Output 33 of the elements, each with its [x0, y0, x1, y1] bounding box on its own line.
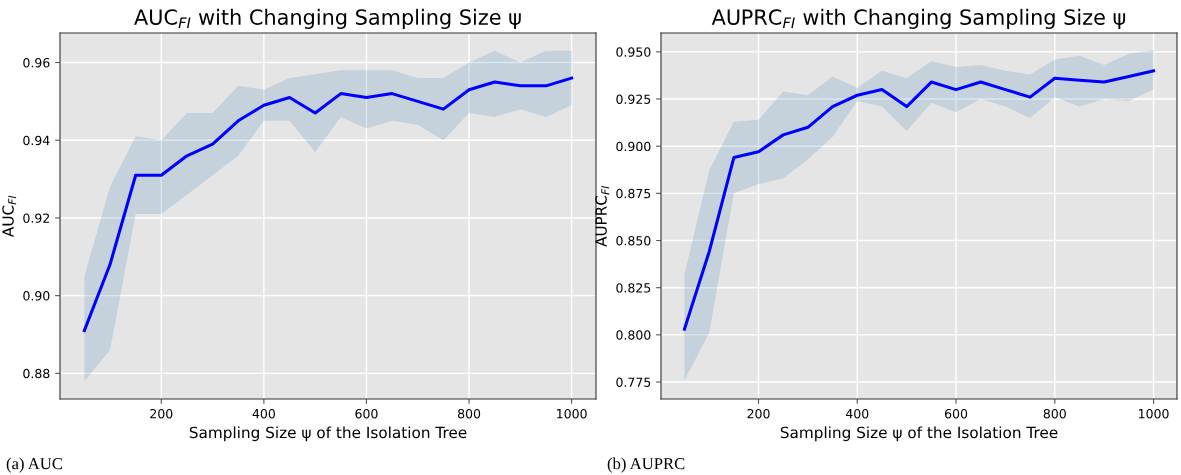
x-axis-title: Sampling Size ψ of the Isolation Tree	[189, 426, 467, 442]
x-tick-label: 400	[845, 408, 869, 419]
x-tick-label: 1000	[1139, 408, 1169, 419]
x-tick-label: 600	[944, 408, 968, 419]
x-tick-label: 400	[252, 408, 275, 419]
y-tick-label: 0.88	[23, 368, 50, 379]
x-tick-label: 800	[457, 408, 481, 419]
y-axis-title: AUC$_{FI}$	[2, 195, 17, 238]
x-tick-label: 600	[355, 408, 378, 419]
y-tick-label: 0.92	[23, 213, 50, 223]
y-tick-label: 0.875	[616, 188, 651, 199]
line-series	[82, 76, 574, 333]
y-axis-title: AUPRC$_{FI}$	[595, 185, 610, 247]
y-tick-label: 0.925	[616, 94, 651, 104]
y-tick-label: 0.775	[616, 377, 651, 387]
y-tick-label: 0.90	[23, 291, 50, 301]
line-series	[682, 69, 1156, 331]
x-tick-label: 200	[150, 408, 173, 419]
y-tick-label: 0.850	[616, 236, 651, 246]
x-tick-label: 200	[747, 408, 770, 419]
text: (b) AUPRC	[607, 457, 685, 473]
x-tick-label: 800	[1043, 408, 1066, 419]
y-tick-label: 0.825	[616, 283, 651, 293]
chart-title: AUPRC$_{FI}$ with Changing Sampling Size ψ	[711, 8, 1126, 29]
x-tick-label: 1000	[557, 408, 587, 419]
y-tick-label: 0.950	[616, 47, 651, 57]
text: (a) AUC	[6, 457, 63, 473]
x-axis-title: Sampling Size ψ of the Isolation Tree	[780, 426, 1058, 442]
chart-title: AUC$_{FI}$ with Changing Sampling Size ψ	[134, 8, 521, 29]
y-tick-label: 0.94	[23, 135, 50, 146]
y-tick-label: 0.900	[616, 141, 651, 152]
y-tick-label: 0.800	[616, 330, 651, 340]
y-tick-label: 0.96	[23, 58, 50, 68]
